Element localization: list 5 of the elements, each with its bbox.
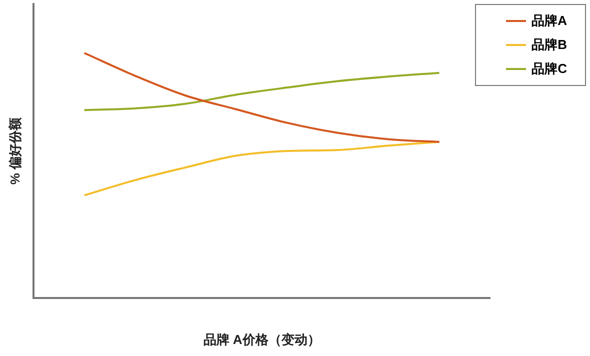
legend-label: 品牌C bbox=[532, 60, 567, 78]
x-axis-title: 品牌 A价格（变动） bbox=[203, 332, 320, 347]
legend-label: 品牌A bbox=[532, 12, 567, 30]
y-axis-title: % 偏好份额 bbox=[7, 116, 22, 185]
legend-label: 品牌B bbox=[532, 36, 567, 54]
